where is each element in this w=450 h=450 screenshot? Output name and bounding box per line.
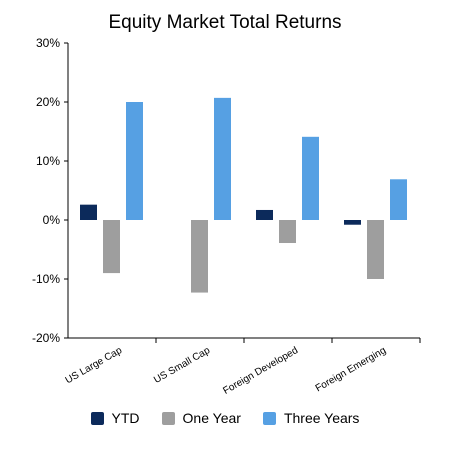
- y-tick-label: 30%: [36, 36, 60, 50]
- y-tick-label: 0%: [43, 213, 61, 227]
- bar-three-years: [126, 102, 143, 220]
- legend-item: One Year: [161, 410, 241, 426]
- legend-swatch: [161, 411, 175, 425]
- bar-one-year: [367, 220, 384, 279]
- legend-label: YTD: [111, 410, 140, 426]
- bar-ytd: [256, 209, 273, 220]
- chart-title: Equity Market Total Returns: [108, 12, 342, 33]
- bar-three-years: [302, 136, 319, 220]
- y-tick-label: -20%: [32, 331, 60, 345]
- x-category-label: US Large Cap: [64, 345, 125, 386]
- legend-label: One Year: [182, 410, 241, 426]
- x-category-label: US Small Cap: [152, 345, 212, 386]
- x-category-label: Foreign Emerging: [314, 345, 388, 394]
- legend-item: Three Years: [262, 410, 360, 426]
- bar-one-year: [279, 220, 296, 244]
- bar-one-year: [103, 220, 120, 274]
- bar-ytd: [344, 220, 361, 225]
- y-tick-label: 20%: [36, 95, 60, 109]
- bar-ytd: [80, 204, 97, 220]
- legend-swatch: [262, 411, 276, 425]
- legend-swatch: [90, 411, 104, 425]
- bar-three-years: [390, 179, 407, 220]
- legend-item: YTD: [90, 410, 140, 426]
- legend-label: Three Years: [283, 410, 360, 426]
- bar-one-year: [191, 220, 208, 293]
- chart-legend: YTD One Year Three Years: [0, 410, 450, 426]
- y-tick-label: 10%: [36, 154, 60, 168]
- x-category-label: Foreign Developed: [221, 345, 300, 397]
- bar-three-years: [214, 97, 231, 220]
- y-tick-label: -10%: [32, 272, 60, 286]
